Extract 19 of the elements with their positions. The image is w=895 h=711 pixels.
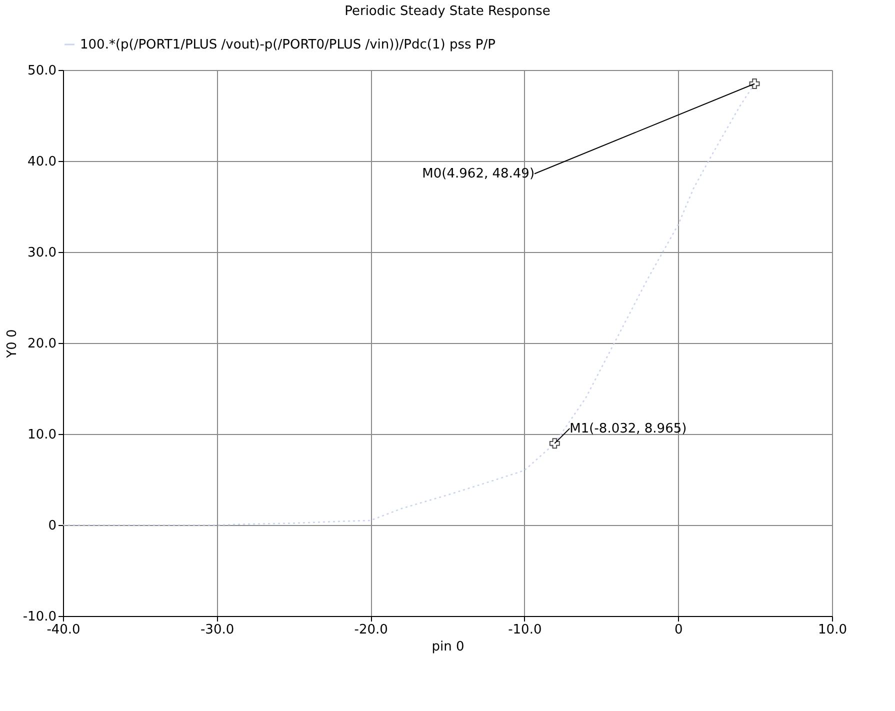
x-tick-label: -10.0 — [508, 622, 542, 638]
legend-label: 100.*(p(/PORT1/PLUS /vout)-p(/PORT0/PLUS /vin))/Pdc(1) pss P/P — [80, 38, 496, 52]
y-tick-label: 20.0 — [28, 336, 56, 352]
y-tick-label: 40.0 — [28, 154, 56, 170]
x-tick-label: 10.0 — [818, 622, 847, 638]
chart-title: Periodic Steady State Response — [344, 4, 550, 19]
y-tick-label: 50.0 — [28, 64, 56, 78]
x-tick-label: -20.0 — [354, 622, 388, 638]
y-axis-title: Y0 0 — [4, 329, 20, 359]
annotation: M1(-8.032, 8.965) — [570, 421, 687, 436]
x-tick-label: -30.0 — [200, 622, 234, 638]
x-tick-label: -40.0 — [46, 622, 80, 638]
y-tick-label: 10.0 — [28, 428, 56, 442]
y-tick-label: 0 — [48, 518, 56, 534]
y-tick-label: -10.0 — [22, 610, 56, 624]
x-tick-label: 0 — [674, 622, 683, 638]
x-axis-title: pin 0 — [432, 640, 464, 654]
annotation: M0(4.962, 48.49) — [422, 166, 535, 182]
y-tick-label: 30.0 — [28, 246, 56, 260]
